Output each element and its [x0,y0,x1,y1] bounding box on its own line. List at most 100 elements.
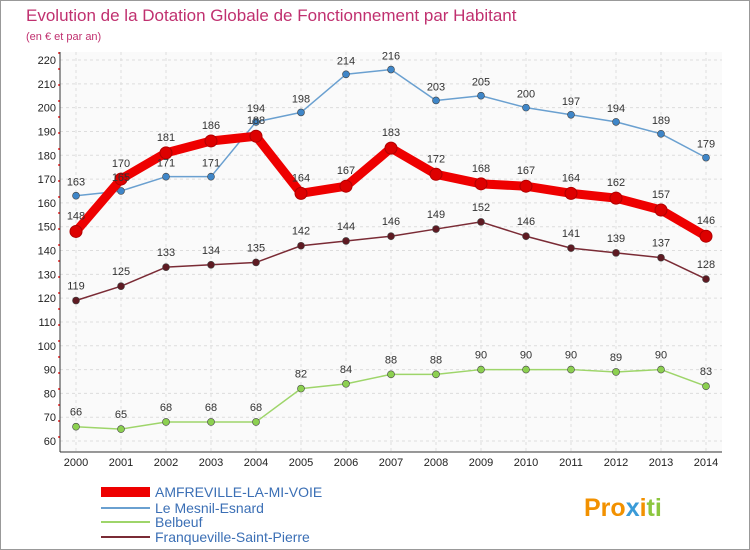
data-point [657,365,665,374]
data-point [117,187,125,195]
y-tick-label: 80 [44,388,56,400]
data-label: 141 [562,228,580,240]
data-label: 179 [697,139,715,151]
data-label: 148 [67,210,85,222]
data-point [69,224,83,238]
data-label: 149 [427,209,445,221]
data-point [252,418,260,426]
data-point [342,237,350,245]
chart-subtitle: (en € et par an) [26,31,101,43]
data-label: 172 [427,153,445,165]
data-label: 188 [247,115,265,127]
data-point [564,186,578,200]
data-label: 88 [430,354,442,366]
data-label: 189 [652,115,670,127]
data-point [72,422,80,431]
x-tick-label: 2004 [244,457,268,469]
chart-title: Evolution de la Dotation Globale de Fonc… [26,6,517,25]
data-point [114,172,128,186]
series-franqueville-saint-pierre [72,218,710,305]
data-label: 152 [472,202,490,214]
x-tick-label: 2012 [604,457,628,469]
data-label: 171 [157,158,175,170]
data-label: 197 [562,96,580,108]
data-point [522,103,530,112]
series-le-mesnil-esnard [72,65,710,200]
data-label: 68 [250,402,262,414]
x-tick-label: 2000 [64,457,88,469]
data-label: 128 [697,259,715,271]
data-point [657,253,665,262]
y-tick-label: 220 [38,55,56,67]
data-point [657,130,665,138]
y-tick-label: 140 [38,246,56,258]
data-point [699,229,713,243]
data-label: 66 [70,407,82,419]
data-labels: 148 170 181 186 188 164 167 183 172 168 167 164 162 1… [67,51,715,422]
data-point [72,191,80,200]
legend-label: AMFREVILLE-LA-MI-VOIE [155,484,322,500]
data-point [117,425,125,433]
x-tick-label: 2006 [334,457,358,469]
data-point [477,365,485,374]
y-tick-label: 150 [38,222,56,234]
legend-item: Belbeuf [101,514,203,530]
data-label: 164 [292,172,310,184]
data-point [609,191,623,205]
x-tick-label: 2008 [424,457,448,469]
data-point [159,146,173,160]
data-point [162,172,170,181]
y-tick-label: 160 [38,198,56,210]
axes: 60 70 80 90 100 110 120 130 140 150 160 170 180 190 20… [38,52,722,469]
data-point [297,384,305,393]
data-point [162,263,170,271]
data-label: 135 [247,242,265,254]
data-point [387,232,395,241]
data-label: 167 [337,165,355,177]
data-label: 164 [562,172,580,184]
data-point [297,108,305,117]
data-label: 90 [655,350,667,362]
data-label: 194 [607,103,625,115]
data-label: 171 [202,158,220,170]
series-belbeuf [72,365,710,433]
data-point [387,370,395,379]
data-label: 163 [67,177,85,189]
data-point [477,91,485,100]
data-label: 216 [382,51,400,63]
data-point [522,232,530,241]
data-point [297,241,305,250]
data-point [339,179,353,193]
legend-item: AMFREVILLE-LA-MI-VOIE [101,484,322,500]
x-tick-label: 2010 [514,457,538,469]
data-label: 146 [517,216,535,228]
y-tick-label: 70 [44,412,56,424]
series-layer [69,65,713,433]
data-point [522,365,530,374]
y-tick-label: 200 [38,103,56,115]
data-point [162,418,170,426]
x-tick-label: 2002 [154,457,178,469]
y-tick-label: 120 [38,293,56,305]
data-point [342,380,350,388]
data-label: 90 [475,350,487,362]
data-label: 203 [427,81,445,93]
data-label: 162 [607,177,625,189]
y-tick-label: 110 [38,317,56,329]
data-label: 170 [112,158,130,170]
data-point [207,260,215,269]
data-label: 68 [160,402,172,414]
data-point [432,225,440,233]
data-point [612,368,620,376]
legend-label: Belbeuf [155,514,203,530]
data-point [474,177,488,191]
data-label: 181 [157,132,175,144]
data-label: 200 [517,89,535,101]
data-point [429,167,443,181]
data-label: 84 [340,364,352,376]
legend-item: Franqueville-Saint-Pierre [101,529,310,545]
data-label: 119 [67,281,85,293]
